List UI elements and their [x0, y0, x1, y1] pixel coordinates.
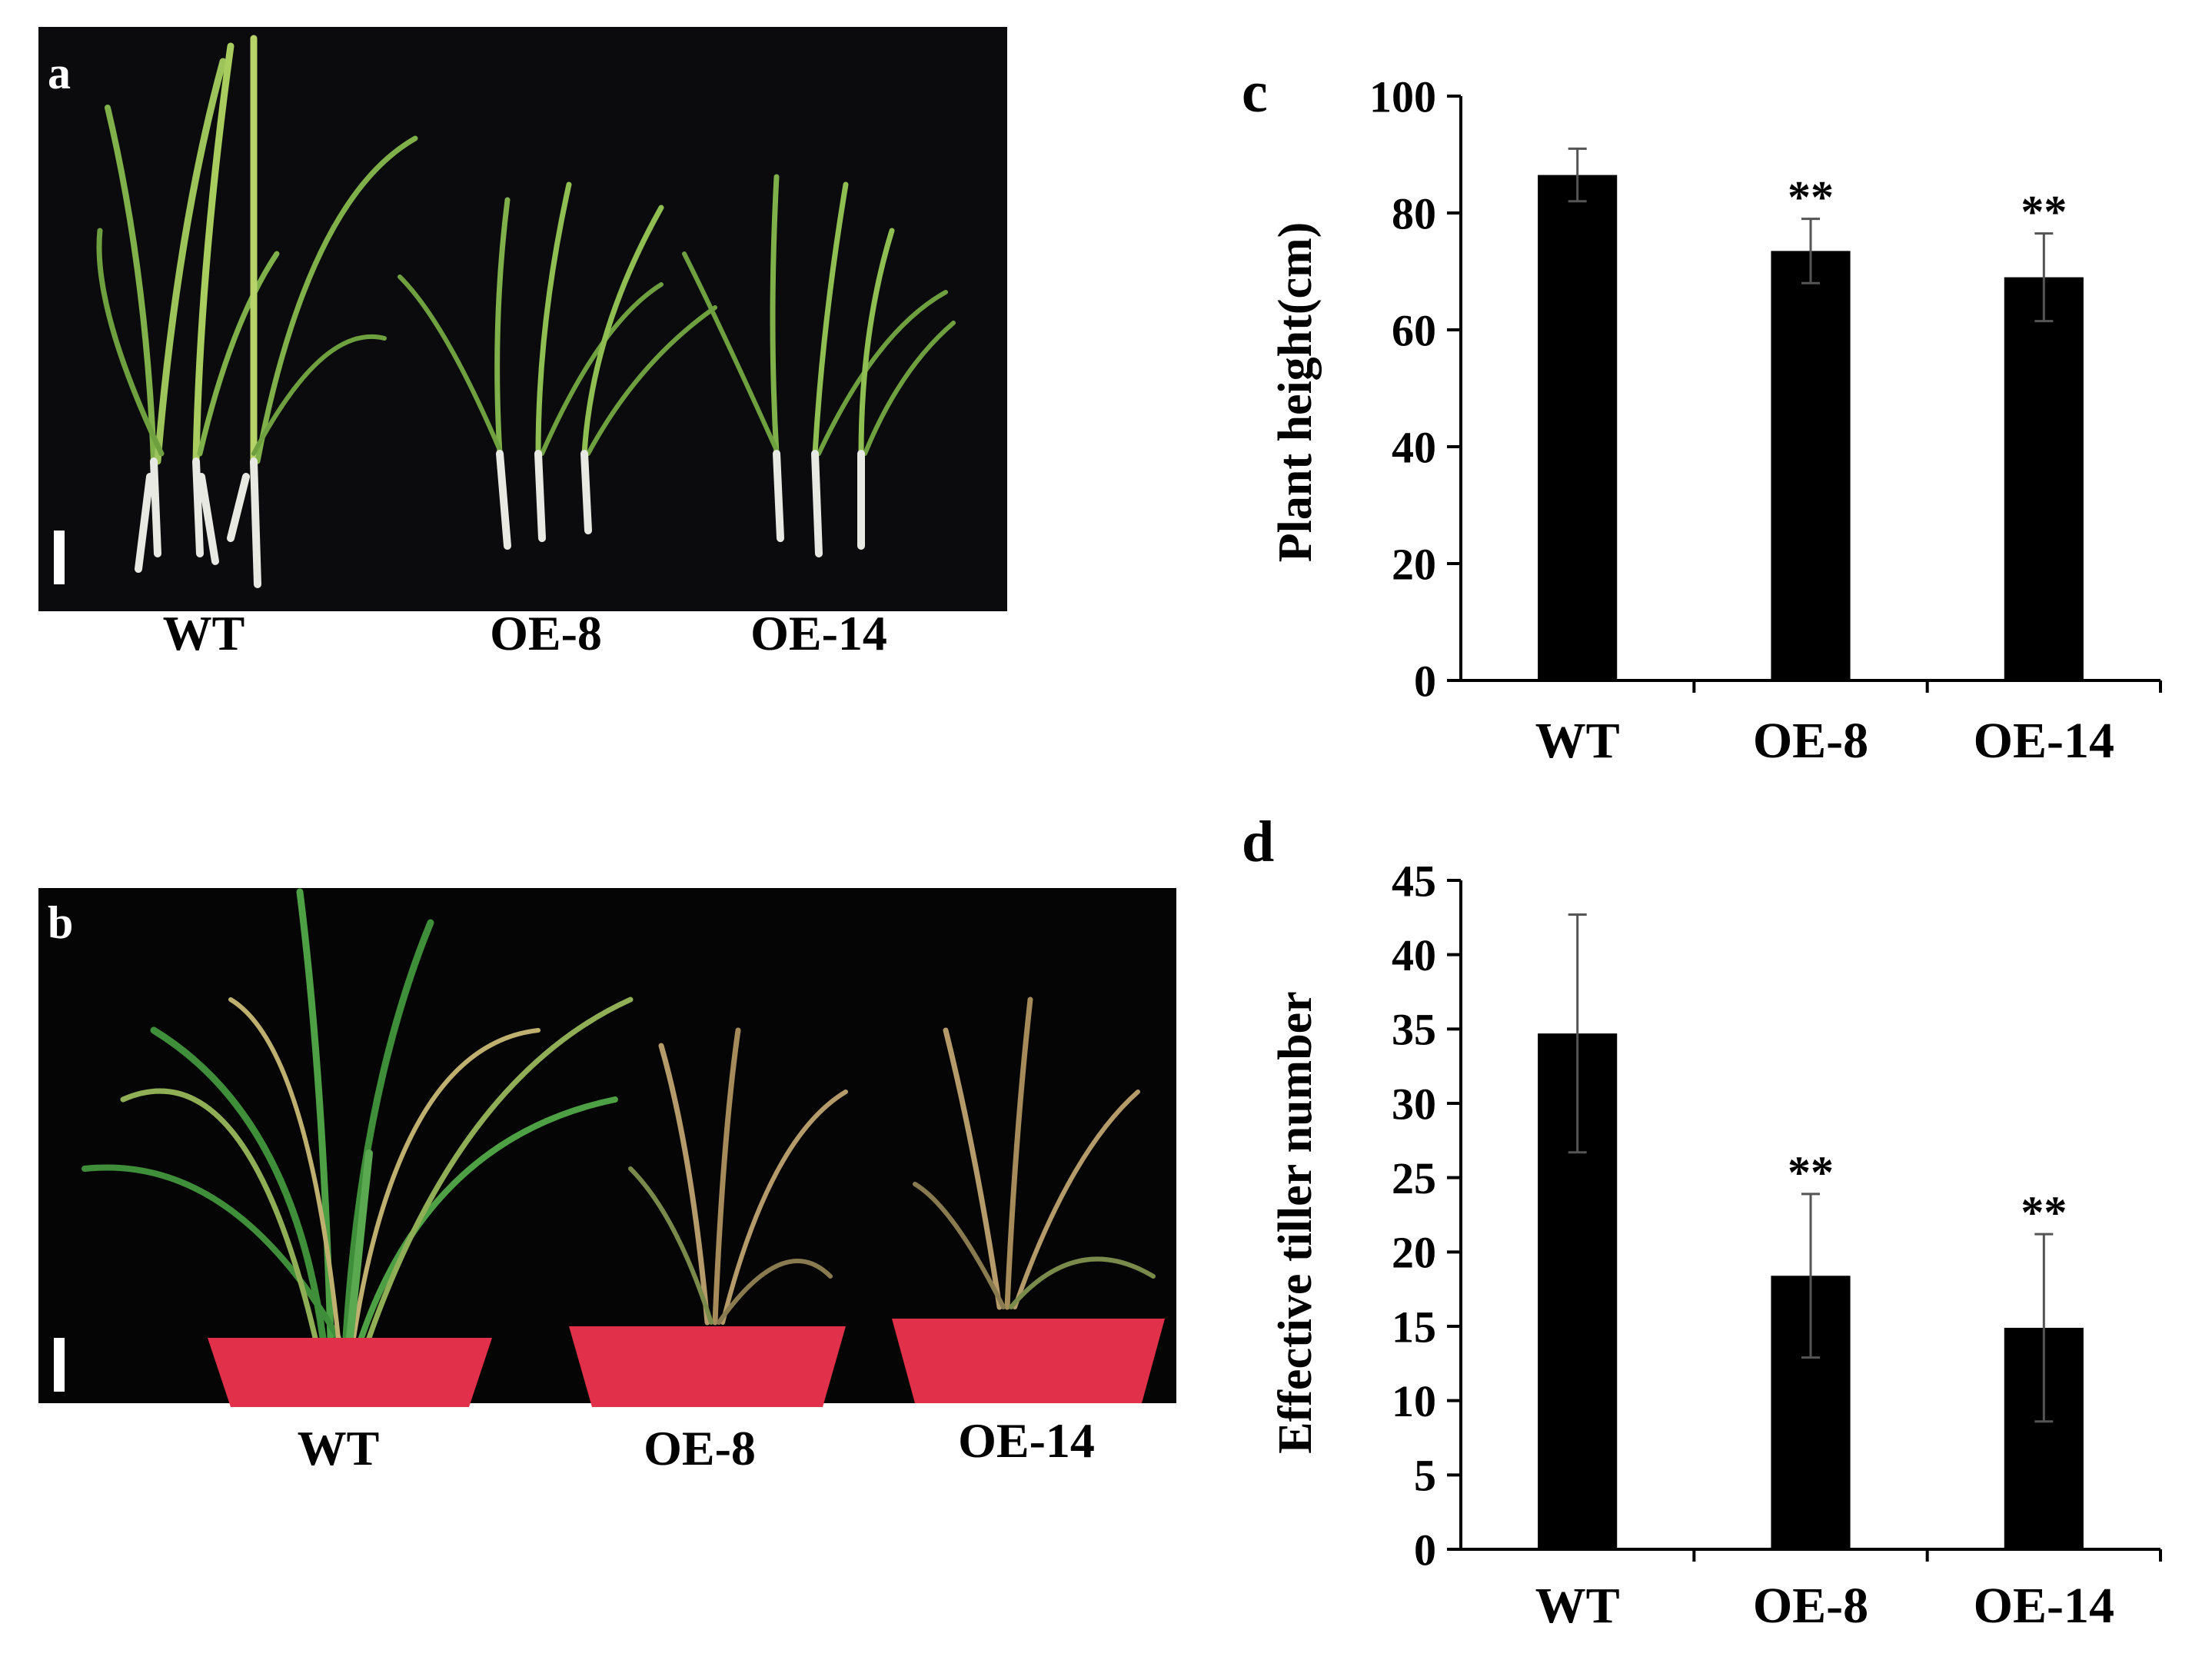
tiller-number-chart: d Effective tiller number 0 5 10 15 20 25 30 35…: [1242, 810, 2162, 1634]
y-tick-label-7: 35: [1392, 1005, 1436, 1055]
pot-oe14: [892, 1319, 1165, 1403]
x-category-label-0: WT: [1535, 1578, 1620, 1634]
oe14-seedlings: [682, 174, 956, 557]
y-axis-title-d: Effective tiller number: [1269, 991, 1322, 1453]
plant-height-chart: c Plant height(cm) 0 20 40 60 80 100 WT ** OE-8 *…: [1242, 60, 2162, 769]
seedling-photo: a WT OE-8 OE-14: [38, 27, 1007, 660]
bar-0: [1538, 175, 1618, 681]
x-category-label-2: OE-14: [1974, 1578, 2114, 1634]
significance-mark-1: **: [1788, 172, 1834, 223]
panel-letter-c: c: [1242, 60, 1268, 125]
panel-b: b WT OE-8 OE-14: [0, 846, 1199, 1507]
significance-mark-2: **: [2021, 187, 2067, 238]
mature-plant-photo: b WT OE-8 OE-14: [38, 888, 1176, 1475]
significance-mark-1: **: [1788, 1147, 1834, 1198]
photo-label-a-2: OE-14: [750, 606, 887, 660]
panel-a: a WT OE-8 OE-14: [0, 0, 1030, 692]
wt-seedlings: [96, 35, 418, 588]
y-tick-label-1: 20: [1392, 539, 1436, 589]
wt-plant: [81, 888, 634, 1342]
bar-2: [2004, 277, 2084, 681]
y-tick-label-4: 80: [1392, 188, 1436, 238]
y-tick-label-3: 15: [1392, 1302, 1436, 1352]
y-axis-title-c: Plant height(cm): [1269, 222, 1322, 563]
photo-background-b: [38, 888, 1176, 1403]
photo-label-b-1: OE-8: [644, 1421, 756, 1475]
panel-d: d Effective tiller number 0 5 10 15 20 25 30 35…: [1199, 800, 2212, 1656]
panel-letter-d: d: [1242, 810, 1274, 874]
oe8-plant: [628, 1027, 848, 1326]
significance-mark-2: **: [2021, 1187, 2067, 1238]
pot-wt: [208, 1338, 492, 1407]
photo-label-b-2: OE-14: [958, 1413, 1095, 1468]
x-category-label-1: OE-8: [1753, 713, 1868, 769]
oe8-seedlings: [397, 181, 717, 550]
y-tick-label-6: 30: [1392, 1079, 1436, 1129]
y-tick-label-2: 10: [1392, 1376, 1436, 1426]
y-tick-label-8: 40: [1392, 930, 1436, 980]
y-tick-label-1: 5: [1414, 1451, 1436, 1501]
bar-1: [1771, 251, 1851, 680]
oe14-plant: [913, 996, 1156, 1310]
y-tick-label-4: 20: [1392, 1228, 1436, 1278]
x-category-label-1: OE-8: [1753, 1578, 1868, 1634]
photo-label-a-0: WT: [163, 606, 245, 660]
scale-bar-b: [54, 1338, 65, 1392]
y-tick-label-0: 0: [1414, 656, 1436, 706]
photo-label-a-1: OE-8: [490, 606, 602, 660]
panel-letter-a: a: [48, 48, 71, 98]
scale-bar-a: [54, 531, 65, 584]
photo-label-b-0: WT: [298, 1421, 380, 1475]
x-category-label-2: OE-14: [1974, 713, 2114, 769]
y-tick-label-5: 25: [1392, 1153, 1436, 1203]
pot-oe8: [569, 1326, 846, 1407]
y-tick-label-2: 40: [1392, 422, 1436, 472]
panel-letter-b: b: [48, 897, 73, 948]
y-tick-label-3: 60: [1392, 305, 1436, 355]
y-tick-label-5: 100: [1369, 72, 1436, 121]
y-tick-label-9: 45: [1392, 856, 1436, 906]
x-category-label-0: WT: [1535, 713, 1620, 769]
y-tick-label-0: 0: [1414, 1525, 1436, 1575]
panel-c: c Plant height(cm) 0 20 40 60 80 100 WT ** OE-8 *…: [1199, 0, 2212, 800]
